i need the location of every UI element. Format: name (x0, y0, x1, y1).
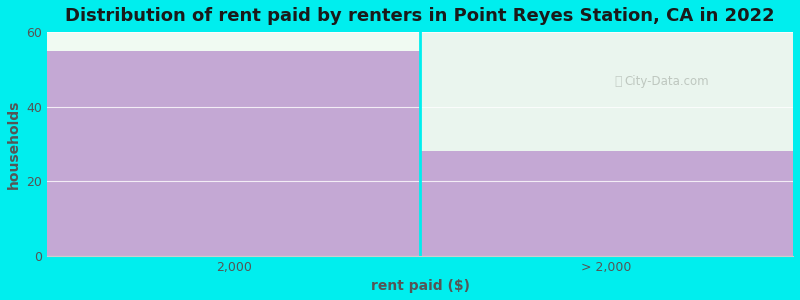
Y-axis label: households: households (7, 99, 21, 188)
Bar (420, 32, 793, 151)
Text: ⦿: ⦿ (614, 75, 622, 88)
Title: Distribution of rent paid by renters in Point Reyes Station, CA in 2022: Distribution of rent paid by renters in … (66, 7, 775, 25)
X-axis label: rent paid ($): rent paid ($) (370, 279, 470, 293)
Text: City-Data.com: City-Data.com (624, 75, 709, 88)
Bar (420, 151, 793, 256)
Bar (47, 51, 420, 256)
Bar (47, 32, 420, 51)
